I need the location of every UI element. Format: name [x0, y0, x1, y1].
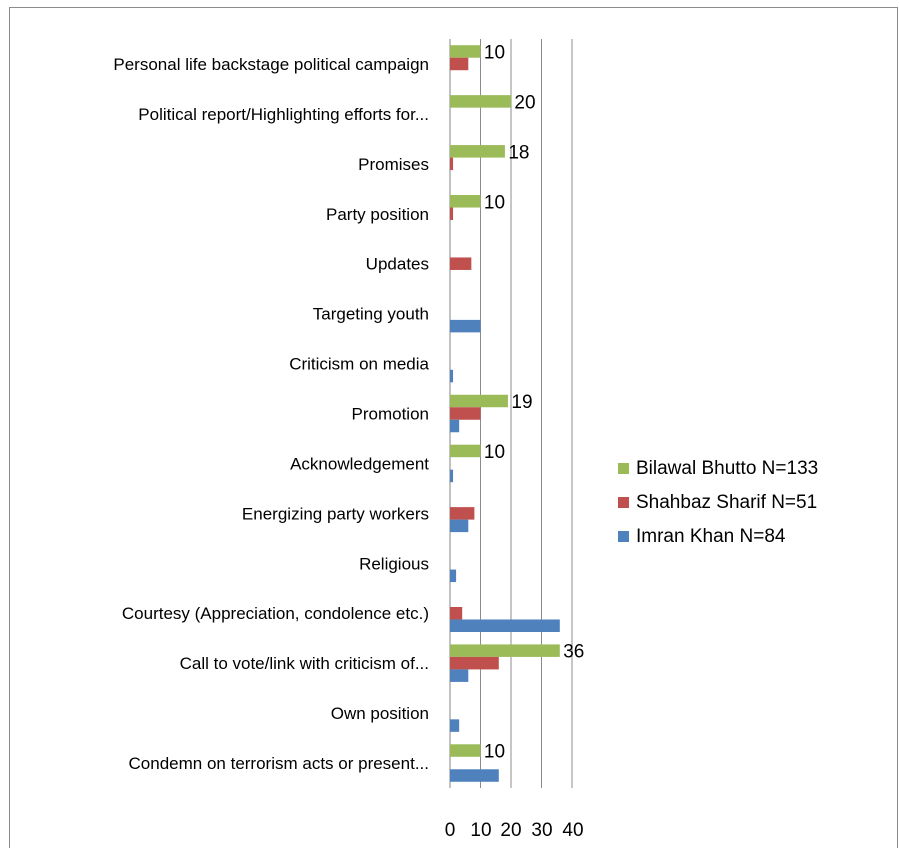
bar: [450, 57, 469, 71]
bar: [450, 45, 481, 58]
category-label: Political report/Highlighting efforts fo…: [138, 105, 429, 124]
bar: [450, 95, 511, 108]
x-tick-label: 30: [531, 820, 552, 841]
category-label: Party position: [326, 205, 429, 224]
category-label: Own position: [331, 704, 429, 723]
bar: [450, 419, 460, 433]
data-label: 10: [484, 742, 505, 763]
bar: [450, 507, 475, 520]
bar: [450, 606, 463, 620]
x-axis-ticks: 0 10 20 30 40: [445, 820, 584, 841]
bar: [450, 669, 469, 682]
bar: [450, 319, 481, 333]
bar: [450, 207, 454, 221]
legend-label: Shahbaz Sharif N=51: [636, 492, 817, 513]
bar: [450, 444, 481, 458]
category-label: Call to vote/link with criticism of...: [180, 654, 429, 673]
data-label: 10: [484, 192, 505, 213]
bar: [450, 569, 457, 583]
legend-swatch: [618, 531, 629, 542]
bars: [450, 45, 560, 782]
bar: [450, 145, 505, 158]
x-tick-label: 0: [445, 820, 456, 841]
bar: [450, 469, 454, 483]
legend-label: Imran Khan N=84: [636, 526, 786, 547]
data-label: 18: [508, 142, 529, 163]
bar: [450, 195, 481, 208]
category-label: Personal life backstage political campai…: [113, 55, 429, 74]
legend-label: Bilawal Bhutto N=133: [636, 458, 818, 479]
x-tick-label: 40: [562, 820, 583, 841]
data-label: 10: [484, 42, 505, 63]
category-label: Updates: [366, 255, 429, 274]
x-tick-label: 10: [470, 820, 491, 841]
category-label: Acknowledgement: [290, 454, 429, 473]
category-label: Religious: [359, 554, 429, 573]
bar: [450, 719, 460, 732]
category-label: Targeting youth: [313, 305, 429, 324]
bar: [450, 644, 560, 657]
x-tick-label: 20: [500, 820, 521, 841]
bar: [450, 257, 472, 270]
data-label: 10: [484, 442, 505, 463]
category-label: Energizing party workers: [242, 504, 429, 523]
data-label: 19: [511, 392, 532, 413]
category-label: Condemn on terrorism acts or present...: [129, 754, 429, 773]
bar: [450, 157, 454, 171]
bar: [450, 619, 560, 632]
data-label: 20: [514, 92, 535, 113]
category-label: Promises: [358, 155, 429, 174]
category-label: Criticism on media: [289, 355, 429, 374]
bar: [450, 769, 499, 782]
legend-swatch: [618, 497, 629, 508]
bar: [450, 744, 481, 757]
legend-swatch: [618, 463, 629, 474]
bar: [450, 407, 481, 420]
bar: [450, 656, 499, 670]
category-label: Promotion: [352, 405, 429, 424]
category-label: Courtesy (Appreciation, condolence etc.): [122, 604, 429, 623]
category-labels: Personal life backstage political campai…: [113, 55, 429, 773]
legend: Bilawal Bhutto N=133 Shahbaz Sharif N=51 I…: [618, 458, 818, 547]
bar: [450, 369, 454, 383]
bar: [450, 519, 469, 533]
data-label: 36: [563, 642, 584, 663]
data-labels: 10 20 18 10 19 10 36 10: [484, 42, 584, 762]
bar: [450, 394, 508, 408]
